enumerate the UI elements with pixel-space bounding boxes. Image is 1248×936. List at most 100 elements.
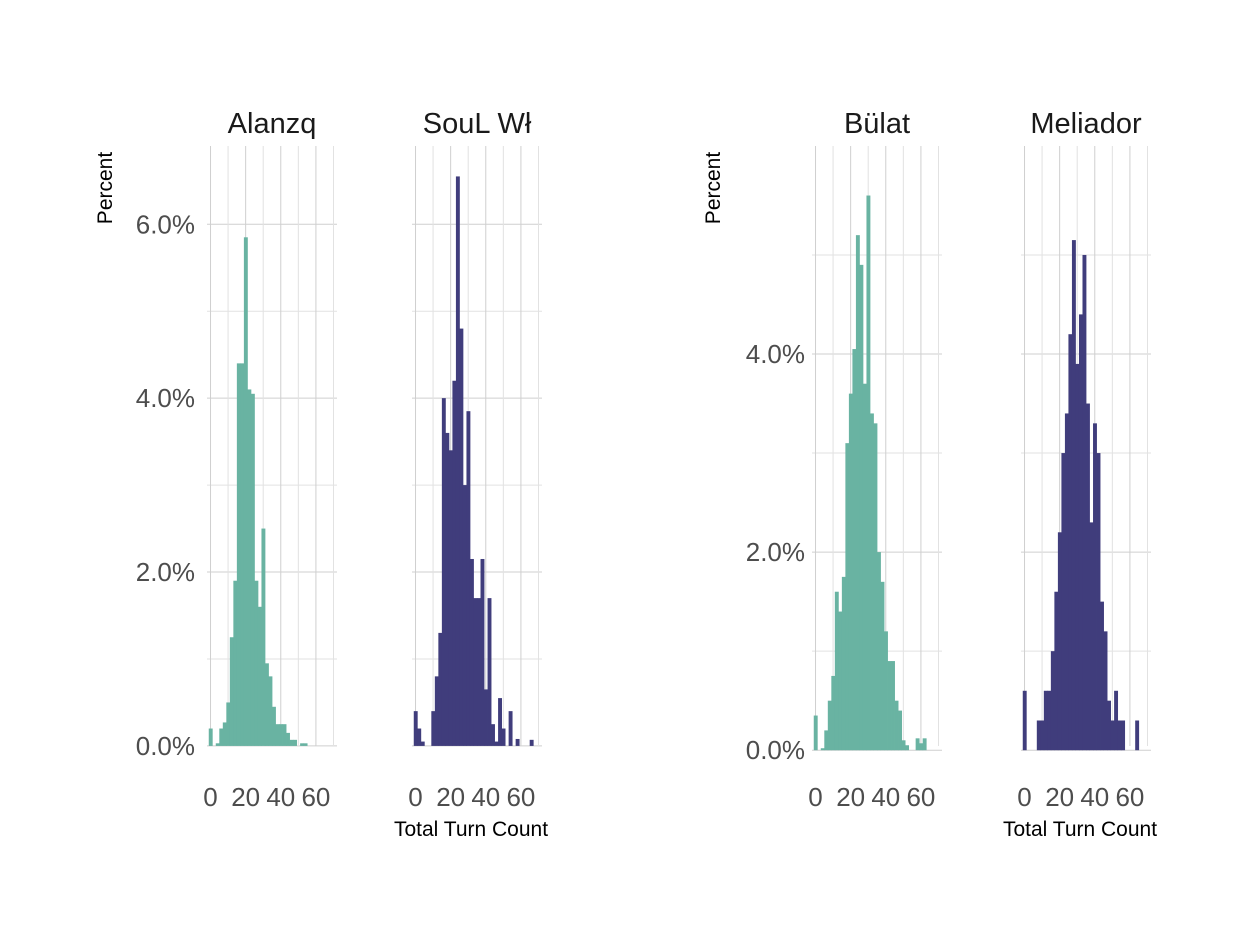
x-tick-label: 0 bbox=[203, 782, 217, 812]
histogram-bar bbox=[303, 743, 308, 746]
x-tick-label: 40 bbox=[1080, 782, 1109, 812]
histogram-bar bbox=[1082, 254, 1087, 751]
histogram-bar bbox=[229, 637, 234, 746]
y-tick-label: 2.0% bbox=[136, 557, 195, 587]
histogram-bar bbox=[901, 740, 906, 751]
histogram-bar bbox=[824, 730, 829, 751]
histogram-bar bbox=[261, 528, 266, 746]
histogram-bar bbox=[219, 728, 224, 746]
histogram-bar bbox=[487, 598, 492, 746]
histogram-bar bbox=[208, 728, 213, 746]
histogram-bar bbox=[282, 724, 287, 746]
x-tick-label: 40 bbox=[471, 782, 500, 812]
histogram-bar bbox=[859, 264, 864, 751]
histogram-bar bbox=[494, 741, 499, 746]
histogram-bar bbox=[887, 661, 892, 751]
histogram-bar bbox=[508, 711, 513, 746]
histogram-bar bbox=[293, 739, 297, 746]
histogram-bar bbox=[813, 715, 818, 751]
histogram-bar bbox=[877, 552, 881, 751]
histogram-bar bbox=[236, 363, 241, 746]
histogram-bar bbox=[1071, 240, 1076, 751]
histogram-bar bbox=[1047, 690, 1052, 751]
histogram-bar bbox=[1103, 631, 1108, 751]
histogram-bar bbox=[1121, 720, 1126, 751]
histogram-bar bbox=[417, 728, 422, 746]
facet-title: Alanzq bbox=[228, 108, 317, 140]
histogram-bar bbox=[434, 676, 439, 746]
histogram-bar bbox=[268, 676, 273, 746]
histogram-bar bbox=[431, 711, 436, 746]
histogram-bar bbox=[1110, 720, 1115, 751]
x-tick-label: 20 bbox=[836, 782, 865, 812]
histogram-bar bbox=[515, 738, 520, 746]
histogram-bar bbox=[1040, 720, 1045, 751]
histogram-bar bbox=[247, 389, 252, 746]
histogram-bar bbox=[226, 702, 231, 746]
histogram-bar bbox=[915, 738, 920, 751]
histogram-bar bbox=[841, 576, 846, 751]
histogram-bar bbox=[473, 598, 478, 746]
histogram-bar bbox=[420, 741, 425, 746]
histogram-bar bbox=[477, 598, 481, 746]
y-axis-title: Percent bbox=[94, 152, 117, 225]
x-tick-label: 0 bbox=[808, 782, 822, 812]
facet-alanzq: Alanzq 0 20 40 60 bbox=[203, 108, 337, 812]
histogram-bar bbox=[455, 176, 460, 746]
histogram-bar bbox=[441, 398, 446, 746]
histogram-bar bbox=[905, 745, 910, 751]
x-tick-label: 60 bbox=[906, 782, 935, 812]
histogram-bar bbox=[922, 738, 927, 751]
axis-labels: 0.0% 2.0% 4.0% 6.0% Percent Total Turn Count 0… bbox=[94, 152, 1157, 841]
histogram-bar bbox=[300, 743, 305, 746]
histogram-bar bbox=[445, 432, 450, 746]
histogram-bar bbox=[466, 411, 471, 746]
histogram-bar bbox=[891, 661, 895, 751]
x-tick-label: 0 bbox=[1017, 782, 1031, 812]
histogram-bar bbox=[480, 558, 485, 746]
y-tick-label: 4.0% bbox=[746, 339, 805, 369]
facet-title: Meliador bbox=[1030, 108, 1142, 140]
histogram-bar bbox=[880, 581, 885, 751]
histogram-bar bbox=[1057, 532, 1062, 751]
histogram-bar bbox=[827, 700, 832, 751]
histogram-bar bbox=[1050, 651, 1055, 751]
x-tick-label: 40 bbox=[266, 782, 295, 812]
histogram-bar bbox=[862, 383, 867, 751]
x-tick-label: 20 bbox=[231, 782, 260, 812]
histogram-bar bbox=[240, 363, 245, 746]
histogram-bar bbox=[1036, 720, 1041, 751]
histogram-bar bbox=[448, 450, 453, 746]
y-tick-label: 4.0% bbox=[136, 383, 195, 413]
histogram-bar bbox=[866, 195, 871, 751]
histogram-bar bbox=[452, 380, 457, 746]
histogram-bar bbox=[1068, 334, 1073, 751]
facet-title: SouL Wł bbox=[423, 108, 532, 140]
x-tick-label: 60 bbox=[506, 782, 535, 812]
x-tick-label: 0 bbox=[408, 782, 422, 812]
y-tick-label: 6.0% bbox=[136, 209, 195, 239]
histogram-bar bbox=[413, 711, 418, 746]
histogram-bar bbox=[215, 743, 220, 746]
histogram-bar bbox=[1135, 720, 1140, 751]
histogram-bar bbox=[484, 689, 488, 746]
facet-title: Bülat bbox=[844, 108, 910, 140]
histogram-bar bbox=[869, 413, 874, 751]
x-tick-label: 40 bbox=[871, 782, 900, 812]
histogram-bar bbox=[264, 663, 269, 746]
histogram-bar bbox=[820, 748, 825, 751]
x-tick-label: 20 bbox=[436, 782, 465, 812]
facet-soul: SouL Wł 0 20 40 60 bbox=[408, 108, 542, 812]
histogram-bar bbox=[1064, 413, 1069, 751]
histogram-bar bbox=[1093, 423, 1097, 751]
histogram-bar bbox=[919, 743, 924, 751]
histogram-bar bbox=[1078, 314, 1083, 751]
histogram-bar bbox=[491, 724, 495, 746]
x-axis-title: Total Turn Count bbox=[1003, 818, 1157, 841]
histogram-bar bbox=[873, 423, 878, 751]
histogram-bar bbox=[254, 580, 259, 746]
facet-meliador: Meliador 0 20 40 60 bbox=[1017, 108, 1151, 812]
histogram-bar bbox=[834, 591, 839, 751]
histogram-bar bbox=[1043, 690, 1048, 751]
